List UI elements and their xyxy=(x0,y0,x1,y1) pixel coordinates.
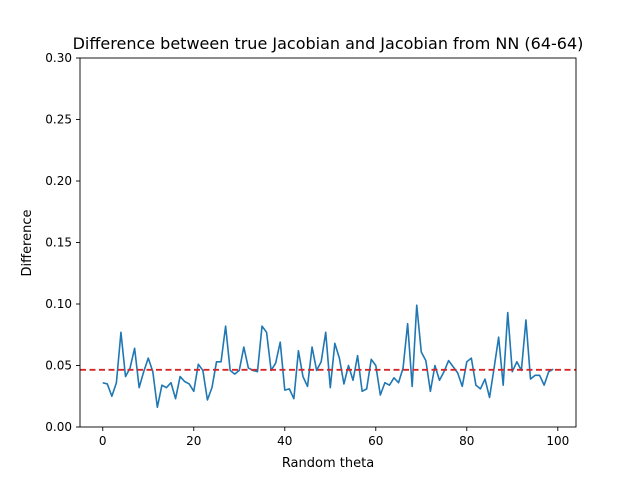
x-tick-label: 60 xyxy=(368,434,383,448)
y-tick-label: 0.25 xyxy=(45,113,72,127)
y-tick-label: 0.30 xyxy=(45,51,72,65)
plot-area: 0 20 40 60 80 100 0.00 0.05 0.10 0.15 0.20 0.25 0.30 xyxy=(45,51,577,448)
x-tick-label: 0 xyxy=(99,434,107,448)
x-tick-label: 100 xyxy=(546,434,569,448)
y-axis-label: Difference xyxy=(20,209,35,276)
y-tick-label: 0.10 xyxy=(45,297,72,311)
x-tick-label: 80 xyxy=(459,434,474,448)
x-tick-label: 20 xyxy=(186,434,201,448)
y-tick-label: 0.20 xyxy=(45,174,72,188)
y-tick-label: 0.05 xyxy=(45,359,72,373)
y-tick-label: 0.00 xyxy=(45,420,72,434)
series-line-0 xyxy=(102,304,554,409)
x-axis-label: Random theta xyxy=(282,456,374,471)
chart-title: Difference between true Jacobian and Jac… xyxy=(73,34,584,53)
y-tick-label: 0.15 xyxy=(45,236,72,250)
x-tick-label: 40 xyxy=(277,434,292,448)
